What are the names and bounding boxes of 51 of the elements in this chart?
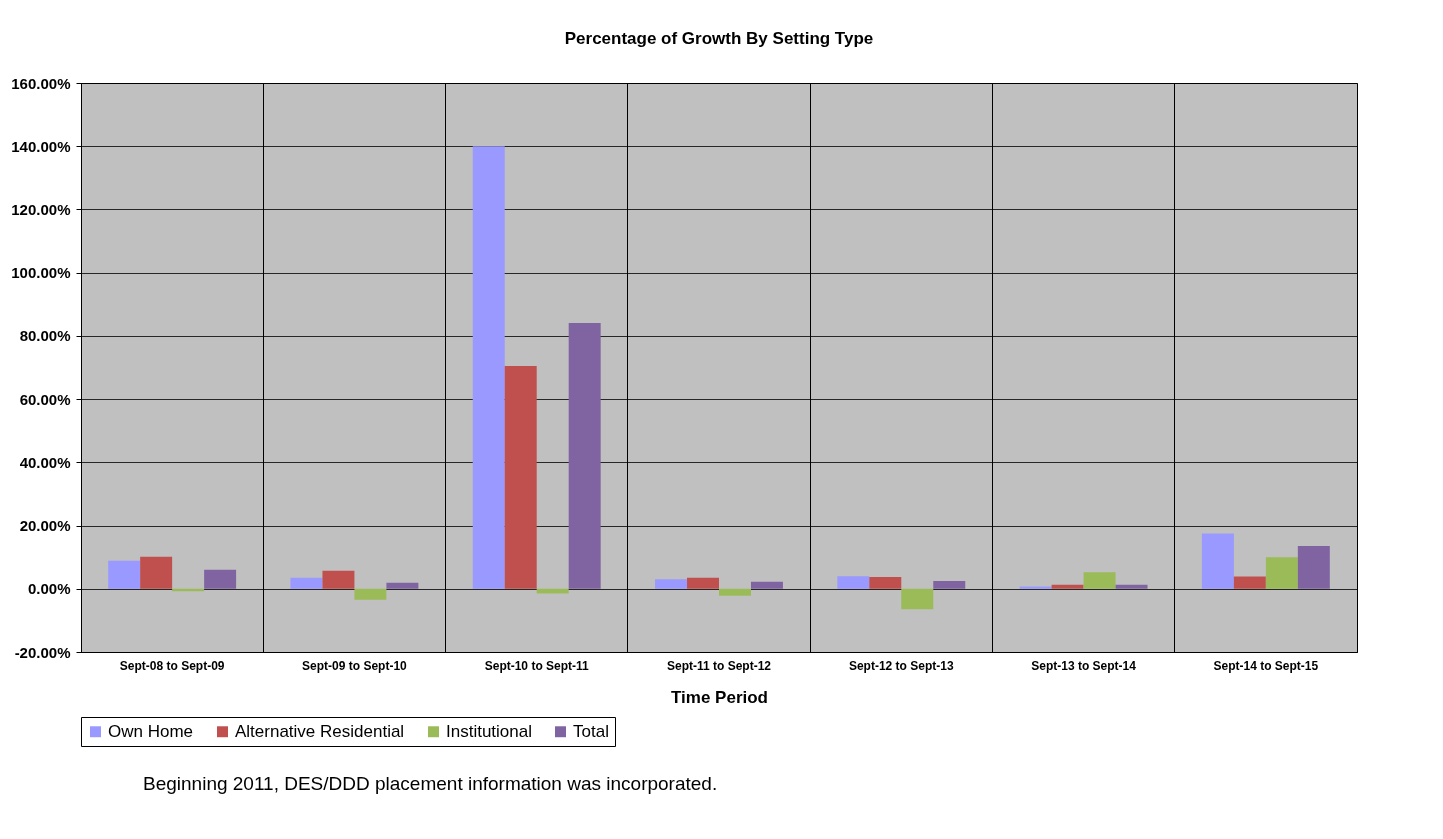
bar bbox=[719, 588, 751, 596]
bar bbox=[750, 581, 783, 589]
bar bbox=[1297, 546, 1330, 589]
x-axis-title: Time Period bbox=[671, 687, 768, 707]
x-tick-label: Sept-09 to Sept-10 bbox=[302, 658, 408, 673]
bar bbox=[933, 580, 966, 589]
x-tick-label: Sept-11 to Sept-12 bbox=[666, 658, 772, 673]
x-tick-label: Sept-08 to Sept-09 bbox=[119, 658, 225, 673]
x-tick-label: Sept-10 to Sept-11 bbox=[484, 658, 590, 673]
bar bbox=[290, 577, 323, 589]
y-tick-label: 40.00% bbox=[19, 453, 71, 471]
bar bbox=[386, 582, 419, 589]
x-tick-label: Sept-14 to Sept-15 bbox=[1213, 658, 1319, 673]
bar bbox=[869, 577, 902, 589]
bar bbox=[1233, 576, 1266, 589]
y-tick-label: 20.00% bbox=[19, 517, 71, 535]
y-tick-label: 160.00% bbox=[11, 74, 71, 92]
bar bbox=[1051, 584, 1084, 589]
bar bbox=[687, 577, 719, 589]
bar bbox=[536, 588, 569, 594]
legend-label: Institutional bbox=[446, 721, 532, 741]
bar bbox=[108, 560, 141, 589]
bar bbox=[1019, 586, 1052, 589]
bar bbox=[140, 556, 173, 589]
y-tick-label: 120.00% bbox=[11, 200, 71, 218]
bar bbox=[1083, 572, 1116, 589]
legend-label: Total bbox=[573, 721, 609, 741]
bar bbox=[655, 579, 688, 589]
bar bbox=[1265, 557, 1298, 589]
bar bbox=[472, 146, 505, 589]
bar bbox=[204, 569, 237, 589]
y-tick-label: 140.00% bbox=[11, 137, 71, 155]
legend-label: Own Home bbox=[108, 721, 194, 741]
text: Beginning 2011, DES/DDD placement information was incorporated. bbox=[143, 773, 718, 795]
bar bbox=[504, 365, 537, 589]
bar bbox=[568, 322, 601, 589]
x-tick-label: Sept-13 to Sept-14 bbox=[1031, 658, 1137, 673]
bar bbox=[354, 588, 387, 600]
chart-title: Percentage of Growth By Setting Type bbox=[564, 29, 874, 48]
bar bbox=[322, 570, 355, 589]
y-tick-label: 60.00% bbox=[19, 390, 71, 408]
bar bbox=[1115, 584, 1148, 589]
y-tick-label: -20.00% bbox=[14, 643, 71, 661]
y-tick-label: 0.00% bbox=[27, 580, 71, 598]
y-tick-label: 80.00% bbox=[19, 327, 71, 345]
bar bbox=[837, 576, 870, 589]
bar bbox=[901, 588, 934, 610]
legend-label: Alternative Residential bbox=[235, 721, 405, 741]
y-tick-label: 100.00% bbox=[11, 264, 71, 282]
bar bbox=[1201, 533, 1234, 589]
x-tick-label: Sept-12 to Sept-13 bbox=[848, 658, 954, 673]
